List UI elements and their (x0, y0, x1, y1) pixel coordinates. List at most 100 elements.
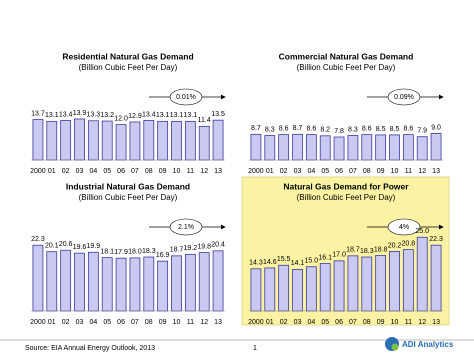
bar (278, 264, 290, 312)
bar (250, 133, 262, 161)
x-tick-label: 12 (200, 168, 208, 175)
trend-label: 0.09% (394, 94, 414, 101)
page-number: 1 (253, 345, 257, 352)
x-tick-label: 13 (214, 168, 222, 175)
bar (157, 260, 169, 312)
x-tick-label: 2000 (248, 168, 264, 175)
bar (212, 119, 224, 161)
x-tick-label: 09 (159, 319, 167, 326)
bar (32, 119, 44, 161)
chart-subtitle: (Billion Cubic Feet Per Day) (297, 63, 396, 72)
value-label: 16.9 (156, 252, 170, 259)
bar (292, 269, 303, 312)
x-tick-label: 12 (418, 319, 426, 326)
x-tick-label: 02 (62, 168, 70, 175)
bar (305, 266, 317, 312)
bar (87, 251, 99, 312)
value-label: 8.6 (362, 125, 372, 132)
bar (60, 249, 72, 312)
x-tick-label: 01 (48, 168, 56, 175)
bar (212, 250, 224, 312)
bar (129, 257, 141, 312)
value-label: 13.1 (45, 112, 59, 119)
bar (171, 255, 182, 312)
trend-badge (169, 218, 203, 236)
value-label: 18.8 (374, 246, 388, 253)
bar (389, 134, 400, 161)
bar (430, 244, 442, 312)
bar (198, 125, 210, 161)
value-label: 12.0 (114, 115, 128, 122)
trend-label: 0.01% (176, 94, 196, 101)
value-label: 19.9 (87, 243, 101, 250)
chart-title: Industrial Natural Gas Demand (66, 181, 190, 191)
x-tick-label: 09 (159, 168, 167, 175)
value-label: 19.6 (73, 244, 87, 251)
x-tick-label: 07 (131, 168, 139, 175)
source: Source: EIA Annual Energy Outlook, 2013 (25, 345, 155, 352)
value-label: 14.3 (249, 260, 263, 267)
value-label: 18.1 (100, 248, 114, 255)
x-tick-label: 11 (405, 319, 412, 326)
value-label: 13.4 (142, 111, 156, 118)
x-tick-label: 13 (214, 319, 222, 326)
x-tick-label: 01 (266, 168, 274, 175)
value-label: 20.1 (45, 243, 59, 250)
chart-title: Residential Natural Gas Demand (62, 51, 193, 61)
value-label: 22.3 (31, 236, 45, 243)
value-label: 19.2 (184, 245, 198, 252)
value-label: 8.7 (293, 125, 303, 132)
x-tick-label: 02 (62, 319, 70, 326)
x-tick-label: 06 (335, 319, 343, 326)
x-tick-label: 08 (145, 319, 153, 326)
x-tick-label: 07 (349, 319, 357, 326)
value-label: 17.9 (114, 249, 128, 256)
x-tick-label: 10 (173, 168, 181, 175)
x-tick-label: 10 (391, 319, 399, 326)
x-tick-label: 06 (335, 168, 343, 175)
value-label: 8.7 (251, 125, 261, 132)
bar (46, 120, 58, 161)
x-tick-label: 03 (294, 168, 302, 175)
x-tick-label: 03 (76, 168, 84, 175)
trend-badge (387, 218, 421, 236)
x-tick-label: 11 (187, 168, 194, 175)
bar (347, 135, 359, 161)
bar (101, 120, 113, 161)
value-label: 13.1 (170, 112, 184, 119)
bar (305, 134, 317, 161)
value-label: 13.1 (184, 112, 198, 119)
bar (101, 257, 113, 312)
bar (333, 260, 345, 312)
bar (430, 133, 442, 161)
chart-title: Natural Gas Demand for Power (283, 181, 409, 191)
x-tick-label: 09 (377, 168, 385, 175)
x-tick-label: 13 (432, 319, 440, 326)
x-tick-label: 11 (405, 168, 412, 175)
bar (87, 120, 99, 161)
bar (32, 244, 44, 312)
bar (74, 252, 85, 312)
value-label: 12.9 (128, 113, 142, 120)
x-tick-label: 03 (76, 319, 84, 326)
x-tick-label: 02 (280, 168, 288, 175)
chart-subtitle: (Billion Cubic Feet Per Day) (79, 193, 178, 202)
x-tick-label: 11 (187, 319, 194, 326)
value-label: 8.3 (265, 126, 275, 133)
bar (319, 135, 331, 161)
chart-subtitle: (Billion Cubic Feet Per Day) (79, 63, 178, 72)
bar (402, 134, 414, 161)
value-label: 8.6 (306, 125, 316, 132)
x-tick-label: 10 (173, 319, 181, 326)
value-label: 17.0 (332, 252, 346, 259)
value-label: 8.3 (348, 126, 358, 133)
value-label: 14.1 (291, 260, 305, 267)
x-tick-label: 02 (280, 319, 288, 326)
bar (115, 124, 127, 161)
x-tick-label: 04 (307, 319, 315, 326)
bar (60, 120, 72, 161)
bar (184, 120, 196, 161)
bar (143, 120, 155, 161)
bar (416, 236, 428, 312)
trend-badge (387, 88, 421, 106)
